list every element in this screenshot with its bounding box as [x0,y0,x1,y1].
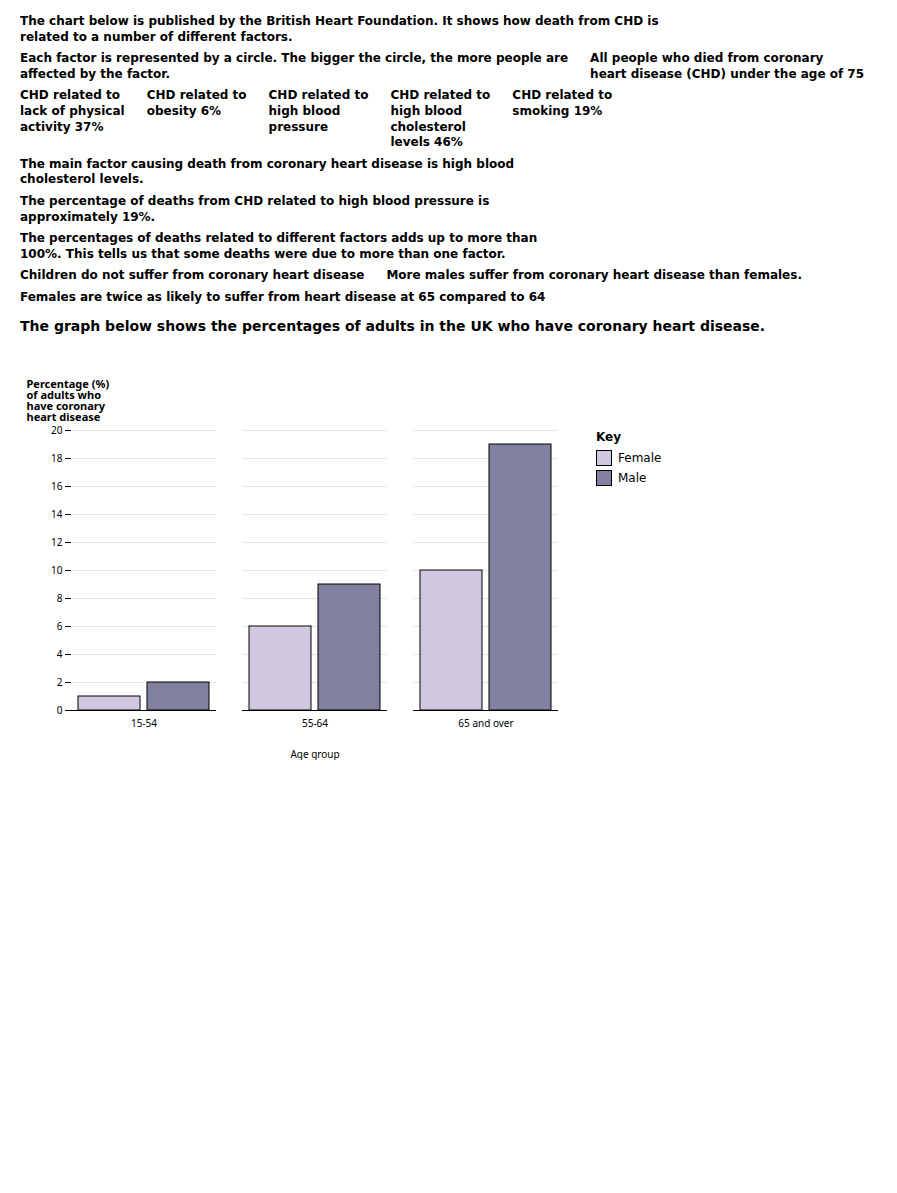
svg-text:16: 16 [51,478,63,492]
svg-text:65 and over: 65 and over [458,715,513,729]
svg-text:14: 14 [51,506,63,520]
html-text:Females are twice as likely to: Females are twice as likely to suffer fr… [20,289,546,304]
html-text:The graph below shows the perc: The graph below shows the percentages of… [20,317,766,334]
html-text:CHD related to obesity 6%: CHD related to obesity 6% [146,88,247,118]
html-text:The chart below is published b: The chart below is published by the Brit… [20,14,659,44]
html-text:CHD related to smoking 19%: CHD related to smoking 19% [512,88,613,118]
html-text:The main factor causing death: The main factor causing death from coron… [20,156,515,187]
svg-text:8: 8 [57,590,63,604]
svg-text:20: 20 [51,422,63,436]
svg-text:Percentage (%)of adults whohav: Percentage (%)of adults whohave coronary… [27,375,110,423]
html-text:CHD related to lack of physica: CHD related to lack of physical activity… [20,88,125,134]
svg-text:12: 12 [51,534,63,548]
svg-text:55-64: 55-64 [302,715,328,729]
svg-text:4: 4 [57,646,63,660]
svg-text:6: 6 [57,618,63,632]
svg-text:10: 10 [51,562,63,576]
html-text:All people who died from coron: All people who died from coronary heart … [590,51,865,81]
svg-text:2: 2 [57,674,63,688]
html-text:CHD related to high blood pres: CHD related to high blood pressure [268,88,369,134]
html-text:Female: Female [618,450,662,465]
html-text:The percentage of deaths from: The percentage of deaths from CHD relate… [20,193,490,224]
html-text:The percentages of deaths rela: The percentages of deaths related to dif… [20,231,538,261]
svg-text:0: 0 [57,702,63,716]
svg-text:Age group: Age group [290,746,339,760]
svg-text:15-54: 15-54 [131,715,157,729]
html-text:Children do not suffer from co: Children do not suffer from coronary hea… [20,268,365,283]
html-text:CHD related to high blood chol: CHD related to high blood cholesterol le… [390,88,491,150]
html-text:Key: Key [596,429,622,444]
svg-text:18: 18 [51,450,63,464]
html-text:Each factor is represented by: Each factor is represented by a circle. … [20,51,569,81]
html-text:Male: Male [618,470,647,485]
html-text:More males suffer from coronar: More males suffer from coronary heart di… [386,268,802,283]
